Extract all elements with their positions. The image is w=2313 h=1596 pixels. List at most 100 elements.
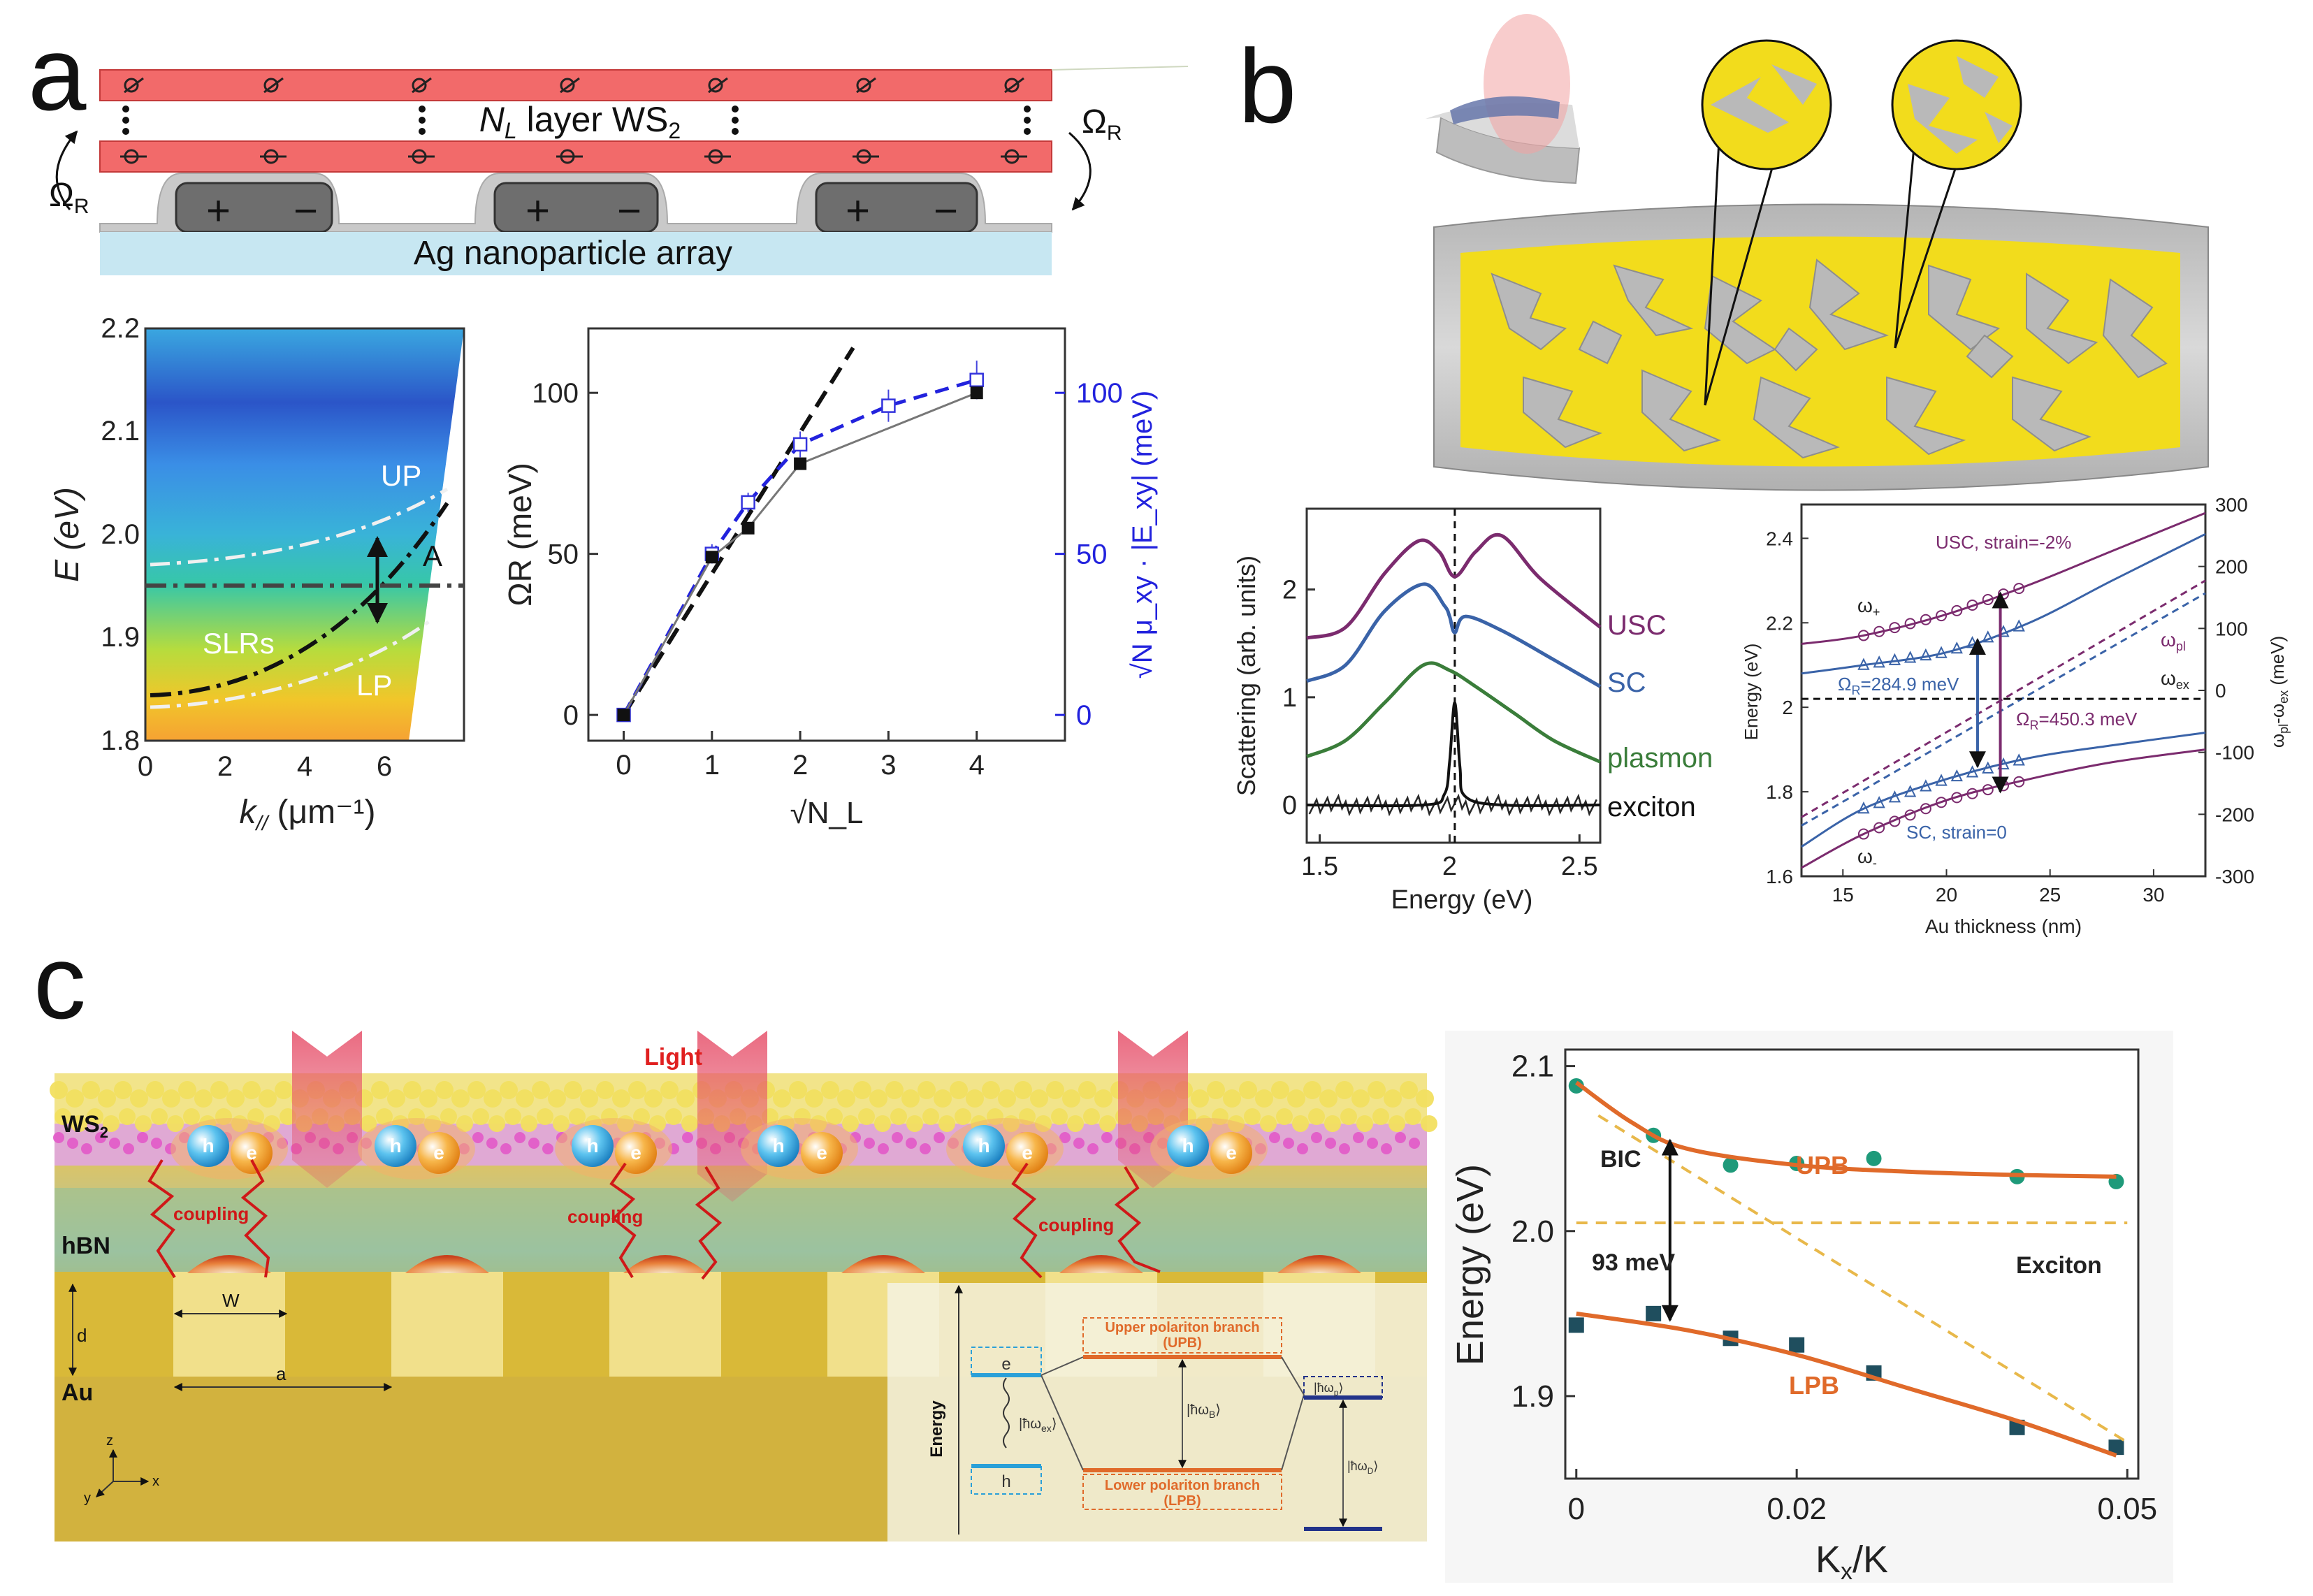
nanoparticle-film [1450,96,1560,124]
layer-dots [122,106,1031,135]
usc-data-point [1873,822,1885,834]
sulfur-atom [1356,1115,1373,1132]
tungsten-atom [542,1143,553,1154]
rabi-arrow-left [55,130,78,210]
sulfur-atom [934,1089,952,1108]
sc-data-point [1982,630,1994,643]
electron-label: e [433,1142,444,1163]
plasmon-hotspot [187,1255,271,1273]
chart3-ytick-label: 2 [1782,697,1793,718]
svg-text:2: 2 [217,751,233,782]
coupling-arrows [147,1159,1161,1280]
chart2-xtick-label: 1.5 [1301,852,1338,881]
chart2-ytick-label: 2 [1282,576,1297,605]
nanopillar [173,1272,285,1377]
hole-particle [963,1125,1005,1167]
dipole-icons-bottom [120,149,1027,164]
sulfur-atom [505,1108,521,1125]
sulfur-atom [1014,1081,1032,1099]
hw-d-label: |ħωD⟩ [1347,1459,1378,1476]
sulfur-atom [628,1081,646,1099]
sulfur-atom [371,1081,389,1099]
ag-array-base [100,232,1052,275]
sulfur-atom [1078,1081,1096,1099]
sc-data-point [1888,653,1901,665]
minus-3: − [934,187,958,234]
electron-particle [1210,1132,1252,1174]
lpb-box-line1: Lower polariton branch [1105,1478,1260,1493]
sulfur-atom [858,1108,875,1125]
sulfur-atom [681,1115,698,1132]
tungsten-atom [892,1132,903,1143]
chart1-xlabel: √N_L [790,796,864,830]
sulfur-atom [66,1089,84,1108]
sulfur-atom [1388,1115,1405,1132]
chart3-ytick-label: 2.4 [1766,528,1793,549]
usc-data-point [1936,797,1948,808]
sulfur-atom [837,1089,855,1108]
chart3-ytick-label: 1.8 [1766,781,1793,803]
sc-data-point [2013,619,2025,632]
sulfur-atom [1046,1081,1064,1099]
sulfur-atom [194,1089,212,1108]
exciton-noise [1308,793,1597,817]
tungsten-atom [864,1138,875,1149]
dispersion-x-ticks: 0 2 4 6 [138,751,392,782]
sulfur-atom [826,1108,843,1125]
sulfur-atom [119,1108,136,1125]
hole-label: h [202,1135,214,1156]
usc-data-point [1966,599,1978,611]
tungsten-atom [109,1138,120,1149]
thickness-curve [1801,748,2206,869]
zoom-circle-1 [1701,39,1832,171]
sulfur-atom [906,1115,923,1132]
tungsten-atom [682,1132,693,1143]
chart3-ylabel-right: ωpl-ωex (meV) [2267,636,2291,748]
hw-ex-label: |ħωex⟩ [1019,1416,1057,1434]
sulfur-atom [922,1108,939,1125]
sulfur-atom [1308,1108,1325,1125]
ag-array-label: Ag nanoparticle array [414,235,732,272]
exciton-label: Exciton [2016,1252,2102,1279]
chart4-xlabel: Kx/K [1815,1539,1888,1585]
sulfur-atom [665,1108,682,1125]
sulfur-atom [151,1108,168,1125]
coupling-label-2: coupling [567,1206,643,1227]
linear-fit-line [621,347,855,716]
tungsten-atom [95,1132,106,1143]
upb-data-point [1568,1078,1584,1094]
sulfur-atom [183,1108,200,1125]
sc-data-point [1935,646,1948,658]
sulfur-atom [773,1089,791,1108]
tungsten-atom [137,1132,148,1143]
tungsten-atom [1073,1138,1085,1149]
hole-particle [375,1125,416,1167]
dim-a: a [276,1363,287,1384]
sulfur-atom [548,1089,566,1108]
rabi-label-left: ΩR [49,177,89,218]
plus-2: + [525,187,550,234]
a-label: A [423,539,442,572]
sulfur-atom [178,1081,196,1099]
sulfur-atom [805,1089,823,1108]
chart4-frame [1564,1048,2140,1480]
electron-particle [231,1132,273,1174]
chart3-xlabel: Au thickness (nm) [1925,915,2082,937]
panel-b-illustration [1426,14,2209,491]
sulfur-atom [440,1108,457,1125]
sulfur-atom [885,1081,904,1099]
sulfur-atom [71,1115,87,1132]
electron-particle [1006,1132,1048,1174]
chart1-ytick-right-label: 50 [1076,539,1108,570]
chart1-xtick-label: 1 [704,750,720,781]
sulfur-atom [1255,1089,1273,1108]
sulfur-atom [1384,1089,1402,1108]
upb-fit-curve [1575,1080,2117,1179]
sulfur-atom [644,1089,662,1108]
calculated-point [792,437,808,452]
sulfur-atom [821,1081,839,1099]
chart-anticrossing-thickness: 15 20 25 30 1.6 1.8 2 2.2 2.4 -300 -200 -100 0 100 200… [1741,494,2291,937]
dispersion-xlabel: k// (μm⁻¹) [240,794,376,835]
sulfur-atom [918,1081,936,1099]
crack-network [1491,259,2168,459]
